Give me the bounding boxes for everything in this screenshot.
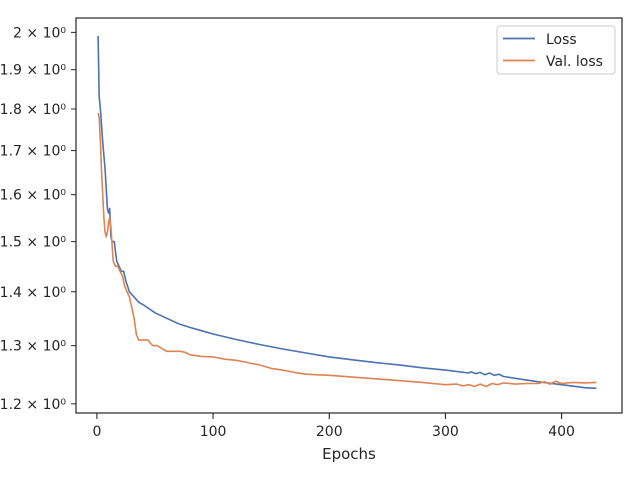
x-tick-label: 100 bbox=[200, 424, 227, 440]
y-tick-label: 2 × 10⁰ bbox=[13, 25, 66, 41]
x-tick-label: 0 bbox=[92, 424, 101, 440]
x-axis: 0 100 200 300 400 bbox=[92, 413, 575, 440]
y-tick-label: 1.6 × 10⁰ bbox=[0, 188, 66, 204]
y-tick-label: 1.9 × 10⁰ bbox=[0, 63, 66, 79]
y-tick-label: 1.7 × 10⁰ bbox=[0, 144, 66, 160]
y-tick-label: 1.4 × 10⁰ bbox=[0, 285, 66, 301]
y-axis: 1.2 × 10⁰ 1.3 × 10⁰ 1.4 × 10⁰ 1.5 × 10⁰ 1.6 … bbox=[0, 25, 76, 413]
x-axis-label: Epochs bbox=[322, 445, 376, 463]
legend-label-loss: Loss bbox=[546, 32, 577, 48]
y-tick-label: 1.3 × 10⁰ bbox=[0, 339, 66, 355]
x-tick-label: 200 bbox=[316, 424, 343, 440]
plot-frame bbox=[75, 17, 623, 414]
series-layer bbox=[97, 35, 597, 390]
y-tick-label: 1.8 × 10⁰ bbox=[0, 102, 66, 118]
x-tick-label: 300 bbox=[432, 424, 459, 440]
x-tick-label: 400 bbox=[548, 424, 575, 440]
legend-label-val-loss: Val. loss bbox=[546, 54, 603, 70]
series-line-val-loss bbox=[97, 112, 597, 388]
y-tick-label: 1.2 × 10⁰ bbox=[0, 397, 66, 413]
legend: Loss Val. loss bbox=[496, 25, 616, 75]
y-tick-label: 1.5 × 10⁰ bbox=[0, 235, 66, 251]
